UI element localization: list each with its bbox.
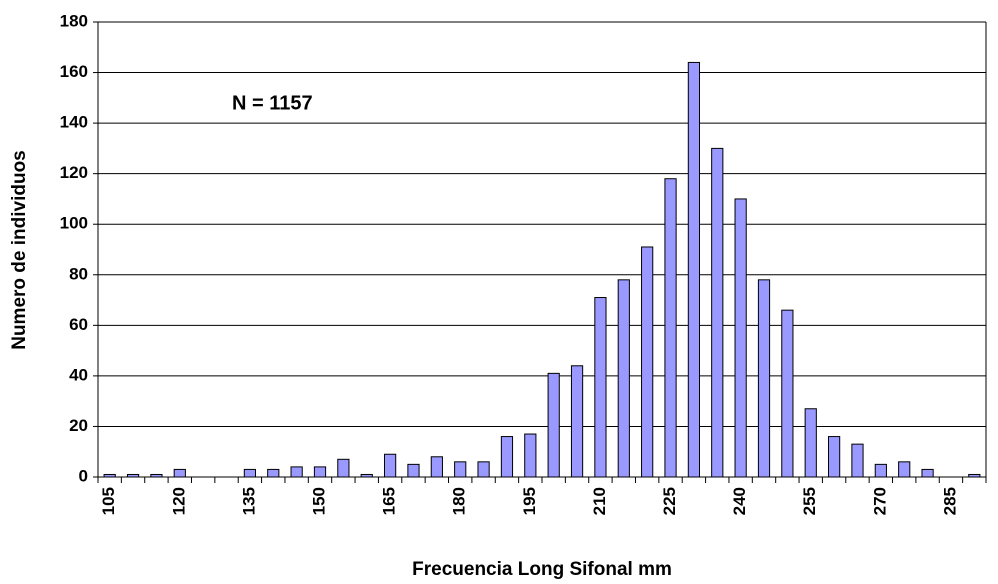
- bar: [524, 433, 537, 478]
- bar: [734, 198, 747, 478]
- bar: [547, 372, 560, 478]
- x-tick-label: 255: [800, 487, 819, 515]
- bar: [711, 147, 724, 478]
- x-tick-label: 195: [520, 487, 539, 515]
- y-tick-label: 120: [60, 163, 88, 182]
- x-tick-label: 105: [99, 487, 118, 515]
- bar: [921, 468, 934, 478]
- bar: [641, 246, 654, 478]
- x-tick-label: 225: [660, 487, 679, 515]
- y-tick-label: 40: [69, 365, 88, 384]
- x-tick-label: 180: [450, 487, 469, 515]
- x-tick-label: 285: [940, 487, 959, 515]
- bar: [126, 473, 140, 478]
- bar: [173, 468, 186, 478]
- y-axis-title: Numero de individuos: [9, 150, 30, 350]
- bar: [898, 461, 911, 478]
- bar: [430, 456, 443, 478]
- x-tick-label: 270: [870, 487, 889, 515]
- bar: [454, 461, 467, 478]
- bar: [687, 61, 701, 478]
- x-tick-label: 150: [309, 487, 328, 515]
- y-tick-label: 180: [60, 11, 88, 30]
- bar: [267, 468, 280, 478]
- bar: [313, 466, 327, 478]
- y-tick-label: 80: [69, 264, 88, 283]
- bar: [150, 473, 163, 478]
- bar: [570, 365, 584, 478]
- x-tick-label: 240: [730, 487, 749, 515]
- y-tick-label: 20: [69, 416, 88, 435]
- x-tick-label: 120: [169, 487, 188, 515]
- bar: [874, 463, 887, 478]
- bar: [617, 279, 630, 478]
- y-tick-label: 0: [79, 466, 88, 485]
- bar: [407, 463, 420, 478]
- bar: [477, 461, 490, 478]
- bar: [243, 468, 257, 478]
- bar: [781, 309, 794, 478]
- bar: [757, 279, 771, 478]
- y-tick-label: 160: [60, 62, 88, 81]
- bar: [968, 473, 981, 478]
- bar: [337, 458, 350, 478]
- bar: [360, 473, 373, 478]
- bar: [804, 408, 817, 478]
- y-tick-label: 100: [60, 214, 88, 233]
- x-tick-label: 165: [380, 487, 399, 515]
- bar: [851, 443, 864, 478]
- bar: [290, 466, 303, 478]
- bar: [664, 178, 677, 478]
- x-axis-title: Frecuencia Long Sifonal mm: [412, 559, 672, 580]
- bar: [827, 436, 841, 478]
- bar: [103, 473, 116, 478]
- y-tick-label: 60: [69, 315, 88, 334]
- bar: [594, 297, 607, 478]
- bar: [500, 436, 514, 478]
- x-tick-label: 135: [239, 487, 258, 515]
- y-tick-label: 140: [60, 113, 88, 132]
- annotation: N = 1157: [232, 92, 313, 114]
- bar: [383, 453, 397, 478]
- x-tick-label: 210: [590, 487, 609, 515]
